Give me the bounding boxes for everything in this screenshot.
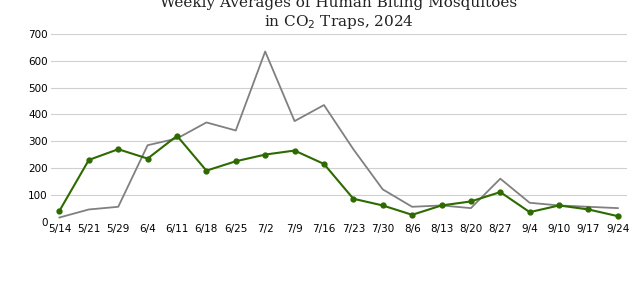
Title: Weekly Averages of Human Biting Mosquitoes
in CO$_2$ Traps, 2024: Weekly Averages of Human Biting Mosquito… (160, 0, 517, 31)
Legend: 2024, 10-year average: 2024, 10-year average (235, 283, 442, 284)
